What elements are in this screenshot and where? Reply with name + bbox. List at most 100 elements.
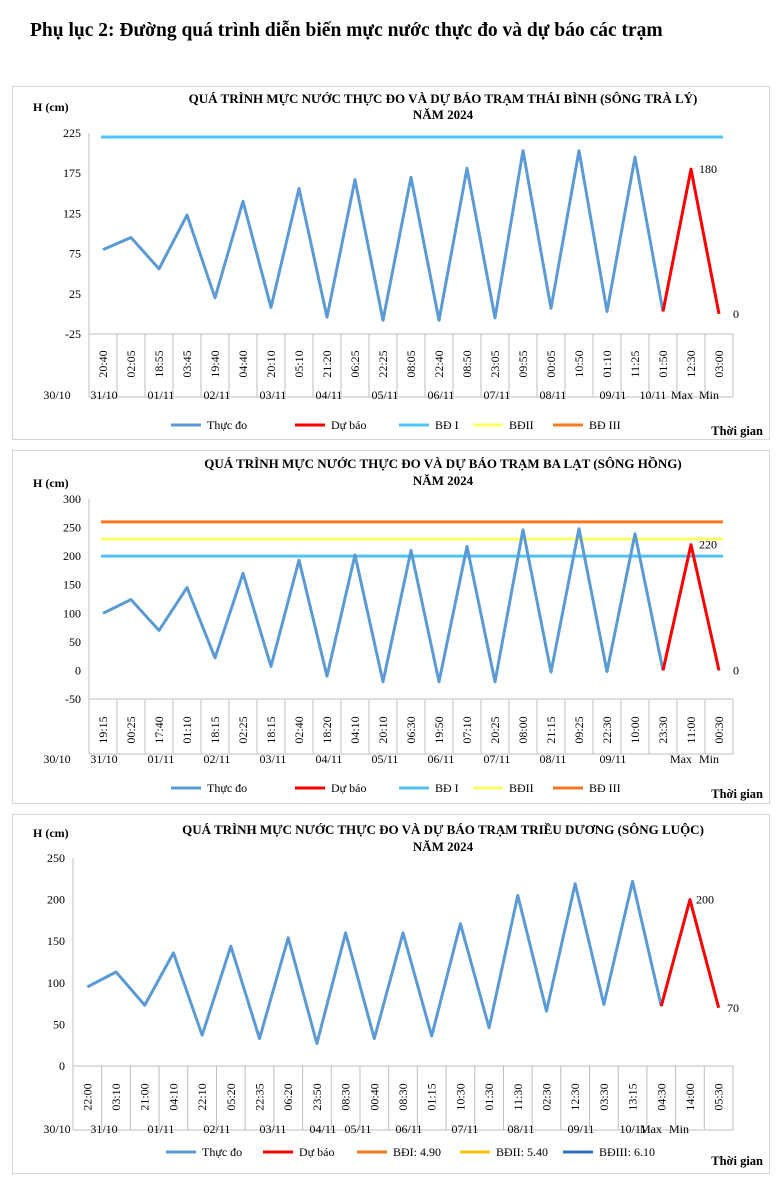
y-tick-label: 200	[47, 893, 65, 907]
legend-label: Dự báo	[331, 418, 367, 432]
x-tick-time-label: 23:05	[488, 350, 502, 377]
forecast-data-label: 70	[727, 1001, 739, 1015]
x-tick-time-label: 20:25	[488, 716, 502, 743]
x-tick-time-label: 23:50	[310, 1083, 324, 1110]
x-tick-time-label: 12:30	[684, 350, 698, 377]
x-tick-time-label: 09:25	[572, 716, 586, 743]
x-tick-time-label: 17:40	[152, 716, 166, 743]
x-date-label: 30/10	[43, 1122, 70, 1136]
x-tick-time-label: 08:05	[404, 350, 418, 377]
x-tick-time-label: 04:30	[654, 1083, 668, 1110]
x-tick-time-label: 20:40	[96, 350, 110, 377]
y-tick-label: 50	[69, 635, 81, 649]
water-level-chart-thai-binh: QUÁ TRÌNH MỰC NƯỚC THỰC ĐO VÀ DỰ BÁO TRẠ…	[33, 91, 763, 438]
x-date-label: 09/11	[600, 752, 627, 766]
x-date-label: 05/11	[372, 388, 399, 402]
chart-panel-ba-lat: QUÁ TRÌNH MỰC NƯỚC THỰC ĐO VÀ DỰ BÁO TRẠ…	[12, 450, 770, 804]
x-date-label: 08/11	[540, 388, 567, 402]
y-tick-label: 0	[59, 1059, 65, 1073]
x-tick-time-label: 08:30	[396, 1083, 410, 1110]
x-tick-time-label: 19:40	[208, 350, 222, 377]
x-date-label: 31/10	[90, 752, 117, 766]
y-tick-label: 175	[63, 166, 81, 180]
x-tick-time-label: 08:30	[339, 1083, 353, 1110]
chart-panel-thai-binh: QUÁ TRÌNH MỰC NƯỚC THỰC ĐO VÀ DỰ BÁO TRẠ…	[12, 86, 770, 440]
x-tick-time-label: 04:40	[236, 350, 250, 377]
x-tick-time-label: 02:25	[236, 716, 250, 743]
x-tick-time-label: 03:10	[109, 1083, 123, 1110]
x-date-label: 10/11	[620, 1122, 647, 1136]
x-date-label: 08/11	[508, 1122, 535, 1136]
x-date-label: 02/11	[204, 388, 231, 402]
chart-panel-trieu-duong: QUÁ TRÌNH MỰC NƯỚC THỰC ĐO VÀ DỰ BÁO TRẠ…	[12, 814, 770, 1174]
x-tick-time-label: 21:20	[320, 350, 334, 377]
x-tick-time-label: 03:45	[180, 350, 194, 377]
x-tick-time-label: 00:40	[367, 1083, 381, 1110]
x-tick-time-label: 10:00	[628, 716, 642, 743]
x-tick-time-label: 05:20	[224, 1083, 238, 1110]
x-tick-time-label: 22:25	[376, 350, 390, 377]
x-date-label: 07/11	[484, 752, 511, 766]
series-line-measured	[102, 527, 665, 684]
legend-label: BĐ I	[435, 418, 459, 432]
water-level-chart-trieu-duong: QUÁ TRÌNH MỰC NƯỚC THỰC ĐO VÀ DỰ BÁO TRẠ…	[33, 822, 763, 1168]
x-tick-time-label: 00:05	[544, 350, 558, 377]
legend-label: BĐI: 4.90	[393, 1145, 441, 1159]
forecast-data-label: 0	[733, 307, 739, 321]
chart-subtitle: NĂM 2024	[413, 473, 474, 488]
x-date-label: 01/11	[148, 752, 175, 766]
legend-label: BĐIII: 6.10	[599, 1145, 655, 1159]
chart-title: QUÁ TRÌNH MỰC NƯỚC THỰC ĐO VÀ DỰ BÁO TRẠ…	[189, 91, 698, 106]
water-level-chart-ba-lat: QUÁ TRÌNH MỰC NƯỚC THỰC ĐO VÀ DỰ BÁO TRẠ…	[33, 456, 763, 801]
x-date-label: 30/10	[43, 388, 70, 402]
x-date-label: 06/11	[428, 752, 455, 766]
x-date-label: Min	[669, 1122, 689, 1136]
x-date-label: 04/11	[316, 388, 343, 402]
x-date-label: 09/11	[600, 388, 627, 402]
y-tick-label: 100	[47, 976, 65, 990]
x-date-label: 05/11	[345, 1122, 372, 1136]
chart-subtitle: NĂM 2024	[413, 839, 474, 854]
y-tick-label: 250	[47, 851, 65, 865]
legend-label: BĐII	[509, 418, 534, 432]
x-tick-time-label: 21:00	[138, 1083, 152, 1110]
y-tick-label: 0	[75, 663, 81, 677]
x-tick-time-label: 22:40	[432, 350, 446, 377]
legend-label: Thực đo	[202, 1145, 242, 1159]
y-tick-label: 150	[63, 578, 81, 592]
x-axis-title: Thời gian	[711, 787, 763, 801]
x-date-label: 31/10	[90, 388, 117, 402]
x-tick-time-label: 01:10	[180, 716, 194, 743]
x-tick-time-label: 20:10	[264, 350, 278, 377]
legend-label: BĐ III	[589, 418, 621, 432]
x-tick-time-label: 21:15	[544, 716, 558, 743]
x-date-label: 09/11	[568, 1122, 595, 1136]
x-date-label: 07/11	[484, 388, 511, 402]
x-tick-time-label: 03:30	[597, 1083, 611, 1110]
legend-label: BĐ I	[435, 781, 459, 795]
x-tick-time-label: 20:10	[376, 716, 390, 743]
series-line-forecast	[659, 898, 721, 1009]
x-tick-time-label: 07:10	[460, 716, 474, 743]
x-tick-time-label: 11:00	[684, 717, 698, 744]
legend-label: Thực đo	[207, 418, 247, 432]
x-tick-time-label: 22:10	[195, 1083, 209, 1110]
x-date-label: 31/10	[90, 1122, 117, 1136]
x-date-label: 05/11	[372, 752, 399, 766]
x-tick-time-label: 22:30	[600, 716, 614, 743]
forecast-data-label: 0	[733, 663, 739, 677]
x-axis-title: Thời gian	[711, 424, 763, 438]
x-date-label: 03/11	[260, 1122, 287, 1136]
x-axis-title: Thời gian	[711, 1154, 763, 1168]
x-tick-time-label: 18:15	[264, 716, 278, 743]
series-line-measured	[102, 149, 665, 322]
y-tick-label: 75	[69, 247, 81, 261]
x-tick-time-label: 11:25	[628, 351, 642, 378]
y-tick-label: 25	[69, 287, 81, 301]
y-axis-title: H (cm)	[33, 826, 69, 840]
x-date-label: Min	[699, 752, 719, 766]
x-date-label: Max	[670, 752, 692, 766]
forecast-data-label: 220	[699, 538, 717, 552]
x-date-label: 01/11	[148, 1122, 175, 1136]
x-date-label: 06/11	[428, 388, 455, 402]
